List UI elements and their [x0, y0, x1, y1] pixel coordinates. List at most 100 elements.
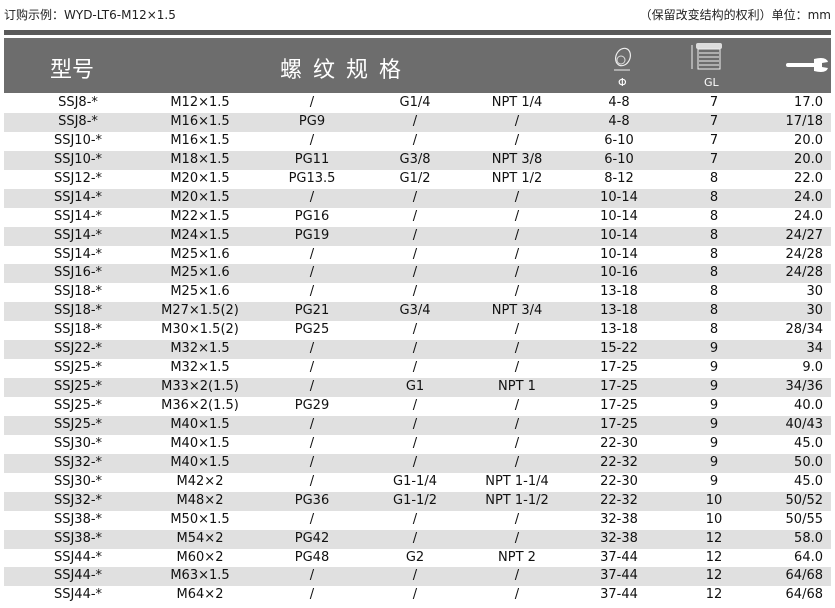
cell-thread-pg: /	[309, 473, 315, 489]
cell-wrench-size: 64/68	[785, 568, 823, 584]
cell-cable-range: 10-14	[600, 246, 638, 262]
cell-thread-npt: /	[514, 511, 520, 527]
cell-cable-range: 4-8	[608, 95, 630, 110]
cable-diameter-icon	[614, 47, 631, 71]
cell-cable-range: 32-38	[600, 530, 638, 546]
cell-gl: 10	[705, 492, 723, 508]
header-thread-spec: 螺 纹 规 格	[280, 58, 403, 83]
cell-thread-g: /	[412, 530, 418, 546]
cell-cable-range: 17-25	[600, 398, 638, 413]
cell-cable-range: 22-32	[600, 454, 638, 470]
cell-wrench-size: 34/36	[785, 379, 823, 395]
cell-model: SSJ32-*	[53, 492, 103, 508]
table-row: SSJ18-* M25×1.6 / / / 13-18 8 30	[4, 283, 831, 302]
cell-wrench-size: 17/18	[785, 113, 823, 129]
cell-model: SSJ44-*	[53, 568, 103, 584]
table-row: SSJ14-* M25×1.6 / / / 10-14 8 24/28	[4, 246, 831, 265]
header-model: 型号	[50, 58, 95, 83]
cell-model: SSJ18-*	[53, 284, 103, 300]
cell-model: SSJ30-*	[53, 435, 103, 451]
cell-thread-pg: /	[309, 511, 315, 527]
cell-thread-pg: PG42	[294, 530, 330, 546]
cell-gl: 9	[709, 416, 719, 432]
cell-wrench-size: 34	[806, 341, 823, 357]
cell-thread-metric: M30×1.5(2)	[161, 322, 239, 338]
cell-wrench-size: 30	[806, 303, 823, 319]
cell-thread-npt: /	[514, 284, 520, 300]
cell-model: SSJ38-*	[53, 511, 103, 527]
table-row: SSJ25-* M36×2(1.5) PG29 / / 17-25 9 40.0	[4, 397, 831, 416]
cell-thread-pg: /	[309, 189, 315, 205]
cell-thread-npt: /	[514, 416, 520, 432]
cell-thread-metric: M12×1.5	[170, 95, 230, 110]
cell-thread-npt: /	[514, 322, 520, 338]
cell-thread-g: /	[412, 322, 418, 338]
cell-cable-range: 10-16	[600, 265, 638, 281]
cell-model: SSJ16-*	[53, 265, 103, 281]
cell-thread-g: /	[412, 398, 418, 413]
cell-wrench-size: 64.0	[794, 549, 823, 565]
cell-thread-g: /	[412, 265, 418, 281]
cell-thread-pg: PG29	[294, 398, 330, 413]
cell-thread-g: /	[412, 208, 418, 224]
table-row: SSJ18-* M30×1.5(2) PG25 / / 13-18 8 28/34	[4, 321, 831, 340]
table-row: SSJ16-* M25×1.6 / / / 10-16 8 24/28	[4, 264, 831, 284]
wrench-icon	[786, 58, 828, 72]
cell-thread-npt: /	[514, 265, 520, 281]
cell-gl: 8	[709, 208, 719, 224]
cell-cable-range: 17-25	[600, 379, 638, 395]
cell-wrench-size: 20.0	[794, 151, 823, 167]
cell-model: SSJ14-*	[53, 189, 103, 205]
cell-thread-pg: /	[309, 360, 315, 376]
cell-thread-g: G1/4	[399, 95, 431, 110]
cell-thread-metric: M25×1.6	[170, 246, 230, 262]
cell-model: SSJ18-*	[53, 303, 103, 319]
cell-thread-pg: PG9	[298, 113, 326, 129]
spec-table-body: SSJ8-* M12×1.5 / G1/4 NPT 1/4 4-8 7 17.0 SSJ8-* M…	[4, 94, 831, 605]
cell-cable-range: 4-8	[608, 113, 630, 129]
cell-thread-pg: /	[309, 132, 315, 148]
cell-gl: 7	[709, 151, 719, 167]
cell-wrench-size: 24.0	[794, 189, 823, 205]
cell-thread-g: /	[412, 189, 418, 205]
table-row: SSJ30-* M42×2 / G1-1/4 NPT 1-1/4 22-30 9 45.0	[4, 473, 831, 492]
cell-thread-pg: /	[309, 95, 315, 110]
cell-model: SSJ32-*	[53, 454, 103, 470]
cell-cable-range: 6-10	[604, 151, 634, 167]
cell-model: SSJ18-*	[53, 322, 103, 338]
rights-unit-note: （保留改变结构的权利）单位：mm	[639, 8, 831, 22]
cell-thread-metric: M54×2	[176, 530, 224, 546]
table-row: SSJ25-* M33×2(1.5) / G1 NPT 1 17-25 9 34/36	[4, 378, 831, 397]
cell-thread-metric: M16×1.5	[170, 113, 230, 129]
cell-wrench-size: 40/43	[785, 416, 823, 432]
cell-thread-g: /	[412, 454, 418, 470]
cell-model: SSJ10-*	[53, 132, 103, 148]
cell-thread-metric: M25×1.6	[170, 265, 230, 281]
cell-gl: 9	[709, 341, 719, 357]
cell-thread-npt: NPT 2	[498, 549, 536, 565]
cell-model: SSJ14-*	[53, 246, 103, 262]
cell-thread-g: /	[412, 511, 418, 527]
cell-thread-pg: PG36	[294, 492, 330, 508]
cell-wrench-size: 40.0	[794, 398, 823, 413]
cell-cable-range: 22-30	[600, 473, 638, 489]
cell-gl: 7	[709, 132, 719, 148]
cell-wrench-size: 50/55	[785, 511, 823, 527]
cell-model: SSJ14-*	[53, 208, 103, 224]
cell-gl: 12	[705, 587, 723, 603]
cell-thread-metric: M32×1.5	[170, 341, 230, 357]
cell-thread-npt: /	[514, 587, 520, 603]
cell-thread-metric: M33×2(1.5)	[161, 379, 239, 395]
cell-wrench-size: 45.0	[794, 435, 823, 451]
cell-thread-npt: NPT 1	[498, 379, 536, 395]
cell-thread-npt: /	[514, 246, 520, 262]
cell-thread-g: G1	[405, 379, 425, 395]
cell-model: SSJ38-*	[53, 530, 103, 546]
cell-thread-npt: /	[514, 398, 520, 413]
cell-wrench-size: 45.0	[794, 473, 823, 489]
cell-cable-range: 22-30	[600, 435, 638, 451]
cell-thread-g: G1-1/4	[393, 473, 437, 489]
table-header: 型号 螺 纹 规 格 Φ GL	[4, 38, 831, 93]
cell-gl: 9	[709, 473, 719, 489]
cell-wrench-size: 24/27	[785, 227, 823, 243]
